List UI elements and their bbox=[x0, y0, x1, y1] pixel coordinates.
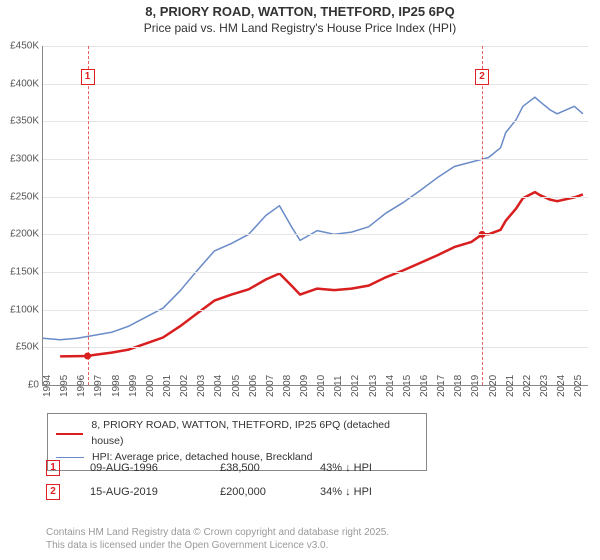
x-axis-label: 2001 bbox=[162, 375, 179, 397]
gridline bbox=[43, 121, 588, 122]
y-axis-label: £400K bbox=[3, 78, 39, 89]
x-axis-label: 2022 bbox=[522, 375, 539, 397]
transaction-date: 09-AUG-1996 bbox=[90, 462, 220, 474]
x-axis-label: 2010 bbox=[316, 375, 333, 397]
x-axis-label: 2012 bbox=[350, 375, 367, 397]
marker-line bbox=[88, 46, 89, 385]
x-axis-label: 2025 bbox=[573, 375, 590, 397]
x-axis-label: 1996 bbox=[76, 375, 93, 397]
x-axis-label: 2006 bbox=[248, 375, 265, 397]
legend-item: 8, PRIORY ROAD, WATTON, THETFORD, IP25 6… bbox=[56, 418, 418, 450]
transactions-block: 1 09-AUG-1996 £38,500 43% ↓ HPI 2 15-AUG… bbox=[46, 456, 372, 504]
y-axis-label: £50K bbox=[3, 342, 39, 353]
figure-container: 8, PRIORY ROAD, WATTON, THETFORD, IP25 6… bbox=[0, 0, 600, 560]
x-axis-label: 2003 bbox=[196, 375, 213, 397]
legend-label: 8, PRIORY ROAD, WATTON, THETFORD, IP25 6… bbox=[91, 418, 418, 450]
y-axis-label: £200K bbox=[3, 229, 39, 240]
transaction-marker-box: 2 bbox=[46, 484, 60, 500]
y-axis-label: £250K bbox=[3, 191, 39, 202]
marker-box: 2 bbox=[475, 69, 489, 85]
y-axis-label: £100K bbox=[3, 304, 39, 315]
x-axis-label: 2005 bbox=[231, 375, 248, 397]
footer-block: Contains HM Land Registry data © Crown c… bbox=[46, 526, 389, 552]
gridline bbox=[43, 347, 588, 348]
legend-swatch-red bbox=[56, 433, 83, 435]
x-axis-label: 1998 bbox=[111, 375, 128, 397]
plot-area: £0£50K£100K£150K£200K£250K£300K£350K£400… bbox=[42, 46, 588, 386]
y-axis-label: £150K bbox=[3, 267, 39, 278]
x-axis-label: 2018 bbox=[453, 375, 470, 397]
x-axis-label: 2007 bbox=[265, 375, 282, 397]
x-axis-label: 2008 bbox=[282, 375, 299, 397]
transaction-marker-box: 1 bbox=[46, 460, 60, 476]
x-axis-label: 2009 bbox=[299, 375, 316, 397]
x-axis-label: 2011 bbox=[333, 375, 350, 397]
gridline bbox=[43, 159, 588, 160]
marker-box: 1 bbox=[81, 69, 95, 85]
transaction-row: 1 09-AUG-1996 £38,500 43% ↓ HPI bbox=[46, 456, 372, 480]
x-axis-label: 2024 bbox=[556, 375, 573, 397]
x-axis-label: 2021 bbox=[505, 375, 522, 397]
y-axis-label: £300K bbox=[3, 154, 39, 165]
footer-line-1: Contains HM Land Registry data © Crown c… bbox=[46, 526, 389, 539]
x-axis-label: 1994 bbox=[42, 375, 59, 397]
x-axis-label: 2014 bbox=[385, 375, 402, 397]
series-price_paid bbox=[60, 192, 583, 356]
plot-outer: £0£50K£100K£150K£200K£250K£300K£350K£400… bbox=[42, 46, 588, 406]
x-axis-label: 1995 bbox=[59, 375, 76, 397]
x-axis-label: 2015 bbox=[402, 375, 419, 397]
gridline bbox=[43, 272, 588, 273]
x-axis-label: 2002 bbox=[179, 375, 196, 397]
title-block: 8, PRIORY ROAD, WATTON, THETFORD, IP25 6… bbox=[0, 0, 600, 36]
transaction-row: 2 15-AUG-2019 £200,000 34% ↓ HPI bbox=[46, 480, 372, 504]
chart-svg bbox=[43, 46, 588, 385]
gridline bbox=[43, 197, 588, 198]
x-axis-label: 2004 bbox=[213, 375, 230, 397]
series-hpi bbox=[43, 97, 583, 340]
x-axis-label: 2020 bbox=[488, 375, 505, 397]
x-axis-label: 2019 bbox=[470, 375, 487, 397]
transaction-price: £38,500 bbox=[220, 462, 320, 474]
title-line-1: 8, PRIORY ROAD, WATTON, THETFORD, IP25 6… bbox=[0, 4, 600, 21]
gridline bbox=[43, 310, 588, 311]
y-axis-label: £0 bbox=[3, 380, 39, 391]
x-axis-label: 2016 bbox=[419, 375, 436, 397]
x-axis-label: 1997 bbox=[93, 375, 110, 397]
gridline bbox=[43, 234, 588, 235]
title-line-2: Price paid vs. HM Land Registry's House … bbox=[0, 21, 600, 37]
x-axis-label: 1999 bbox=[128, 375, 145, 397]
footer-line-2: This data is licensed under the Open Gov… bbox=[46, 539, 389, 552]
marker-line bbox=[482, 46, 483, 385]
gridline bbox=[43, 84, 588, 85]
y-axis-label: £350K bbox=[3, 116, 39, 127]
transaction-delta: 43% ↓ HPI bbox=[320, 462, 372, 474]
transaction-date: 15-AUG-2019 bbox=[90, 486, 220, 498]
transaction-price: £200,000 bbox=[220, 486, 320, 498]
y-axis-label: £450K bbox=[3, 41, 39, 52]
transaction-delta: 34% ↓ HPI bbox=[320, 486, 372, 498]
x-axis-label: 2023 bbox=[539, 375, 556, 397]
x-axis-label: 2017 bbox=[436, 375, 453, 397]
x-axis-label: 2000 bbox=[145, 375, 162, 397]
x-axis-label: 2013 bbox=[368, 375, 385, 397]
gridline bbox=[43, 46, 588, 47]
